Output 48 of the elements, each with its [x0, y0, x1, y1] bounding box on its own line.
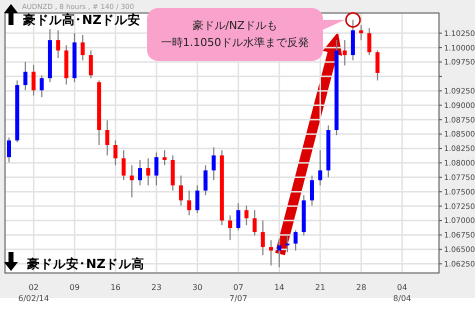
candlestick	[113, 140, 118, 166]
candlestick	[244, 204, 248, 226]
x-tick-label: 09	[70, 283, 80, 292]
candlestick	[138, 159, 142, 186]
annotation: 豪ドル/NZドルも	[192, 19, 278, 32]
candlestick	[146, 158, 150, 186]
x-tick-label: 28	[356, 283, 366, 292]
candlestick	[367, 27, 372, 56]
x-tick-label: 04 8/04	[393, 283, 412, 303]
candlestick	[130, 164, 134, 198]
x-tick-label: 07 7/07	[229, 283, 248, 303]
candlestick	[252, 210, 257, 236]
candlestick	[23, 61, 28, 91]
candlestick	[105, 120, 110, 156]
x-tick-label: 30	[192, 283, 203, 292]
candlestick	[80, 34, 85, 61]
candlestick	[342, 39, 347, 66]
candlestick	[178, 174, 183, 206]
candlestick	[195, 184, 200, 214]
x-tick-label: 14	[274, 283, 284, 292]
candlestick	[375, 50, 380, 82]
candlestick	[310, 174, 314, 206]
candlestick	[7, 136, 11, 163]
candlestick	[318, 150, 322, 186]
candlestick	[294, 230, 298, 252]
candlestick	[260, 220, 265, 256]
x-tick-label: 23	[151, 283, 162, 292]
candlestick	[154, 152, 158, 186]
x-tick-label: 21	[315, 283, 326, 292]
candlestick	[162, 150, 167, 166]
candlestick	[236, 202, 240, 231]
annotation: 豪ドル安･NZドル高	[26, 256, 145, 271]
candlestick	[228, 214, 232, 241]
candlestick	[56, 30, 60, 59]
candlestick	[269, 240, 274, 266]
annotation: 豪ドル高･NZドル安	[22, 12, 141, 27]
annotation: 一時1.1050ドル水準まで反発	[160, 36, 310, 49]
candlestick	[32, 64, 36, 96]
candlestick	[277, 238, 282, 268]
candlestick	[40, 74, 44, 98]
x-tick-label: 02 6/02/14	[18, 283, 50, 303]
candlestick	[187, 190, 192, 216]
candlestick	[285, 234, 290, 253]
candlestick	[212, 146, 216, 181]
x-tick-label: 16	[110, 283, 121, 292]
candlestick	[204, 164, 208, 196]
candlestick	[122, 150, 126, 181]
candlestick	[88, 50, 93, 79]
